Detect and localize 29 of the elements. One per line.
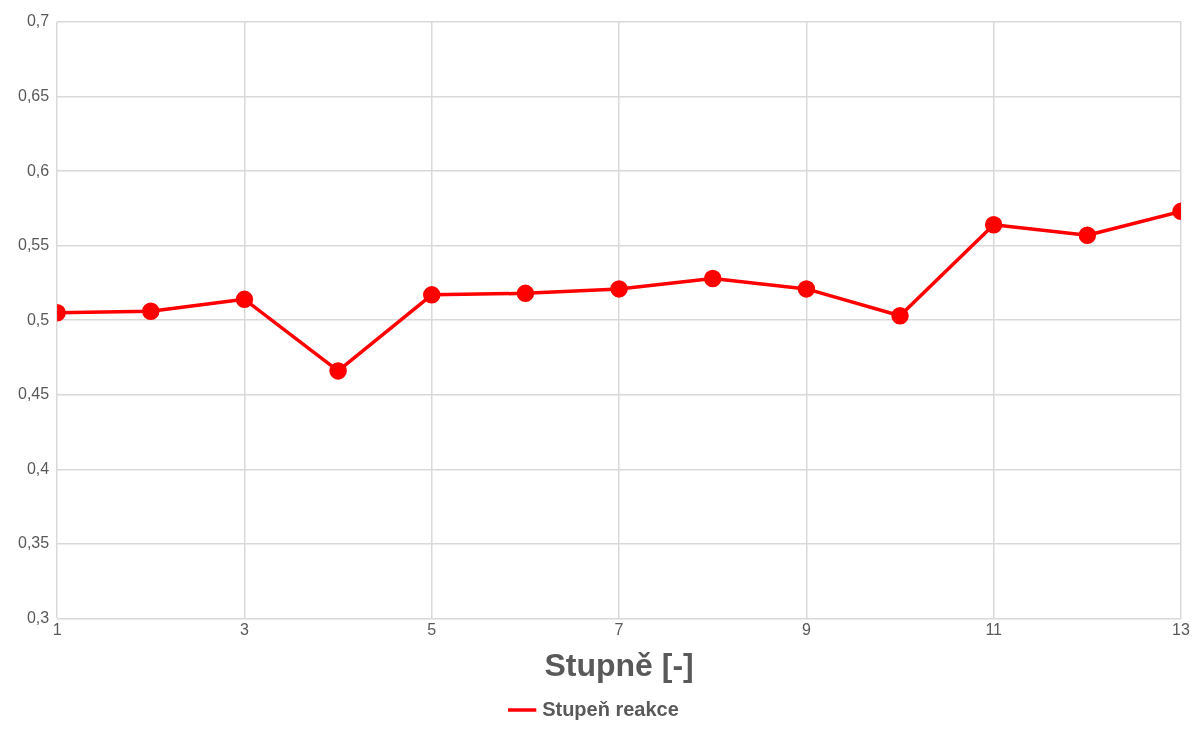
- y-tick-label: 0,7: [26, 12, 50, 30]
- point: [142, 302, 160, 320]
- legend-label: Stupeň reakce: [542, 697, 679, 720]
- point: [610, 280, 628, 298]
- x-tick-label: 1: [52, 621, 62, 639]
- y-tick-label: 0,55: [18, 236, 50, 254]
- y-tick-label: 0,5: [26, 310, 50, 328]
- y-tick-label: 0,3: [26, 608, 50, 626]
- point: [423, 286, 441, 304]
- point: [797, 280, 816, 298]
- y-tick-label: 0,4: [26, 459, 50, 477]
- point: [703, 269, 722, 288]
- point: [516, 284, 535, 303]
- point: [984, 216, 1003, 234]
- x-tick-label: 5: [427, 621, 437, 639]
- x-tick-label: 9: [801, 621, 811, 639]
- x-tick-label: 3: [240, 621, 249, 639]
- x-axis-title: Stupně [-]: [544, 646, 694, 683]
- y-tick-label: 0,65: [18, 86, 50, 104]
- point: [891, 306, 909, 325]
- y-tick-label: 0,6: [26, 161, 50, 179]
- x-tick-label: 11: [985, 621, 1003, 639]
- point: [329, 362, 347, 380]
- x-tick-label: 7: [614, 621, 624, 639]
- point: [1078, 226, 1097, 244]
- x-tick-label: 13: [1172, 621, 1190, 639]
- y-tick-label: 0,35: [18, 534, 50, 552]
- y-tick-label: 0,45: [18, 385, 50, 403]
- point: [235, 290, 254, 309]
